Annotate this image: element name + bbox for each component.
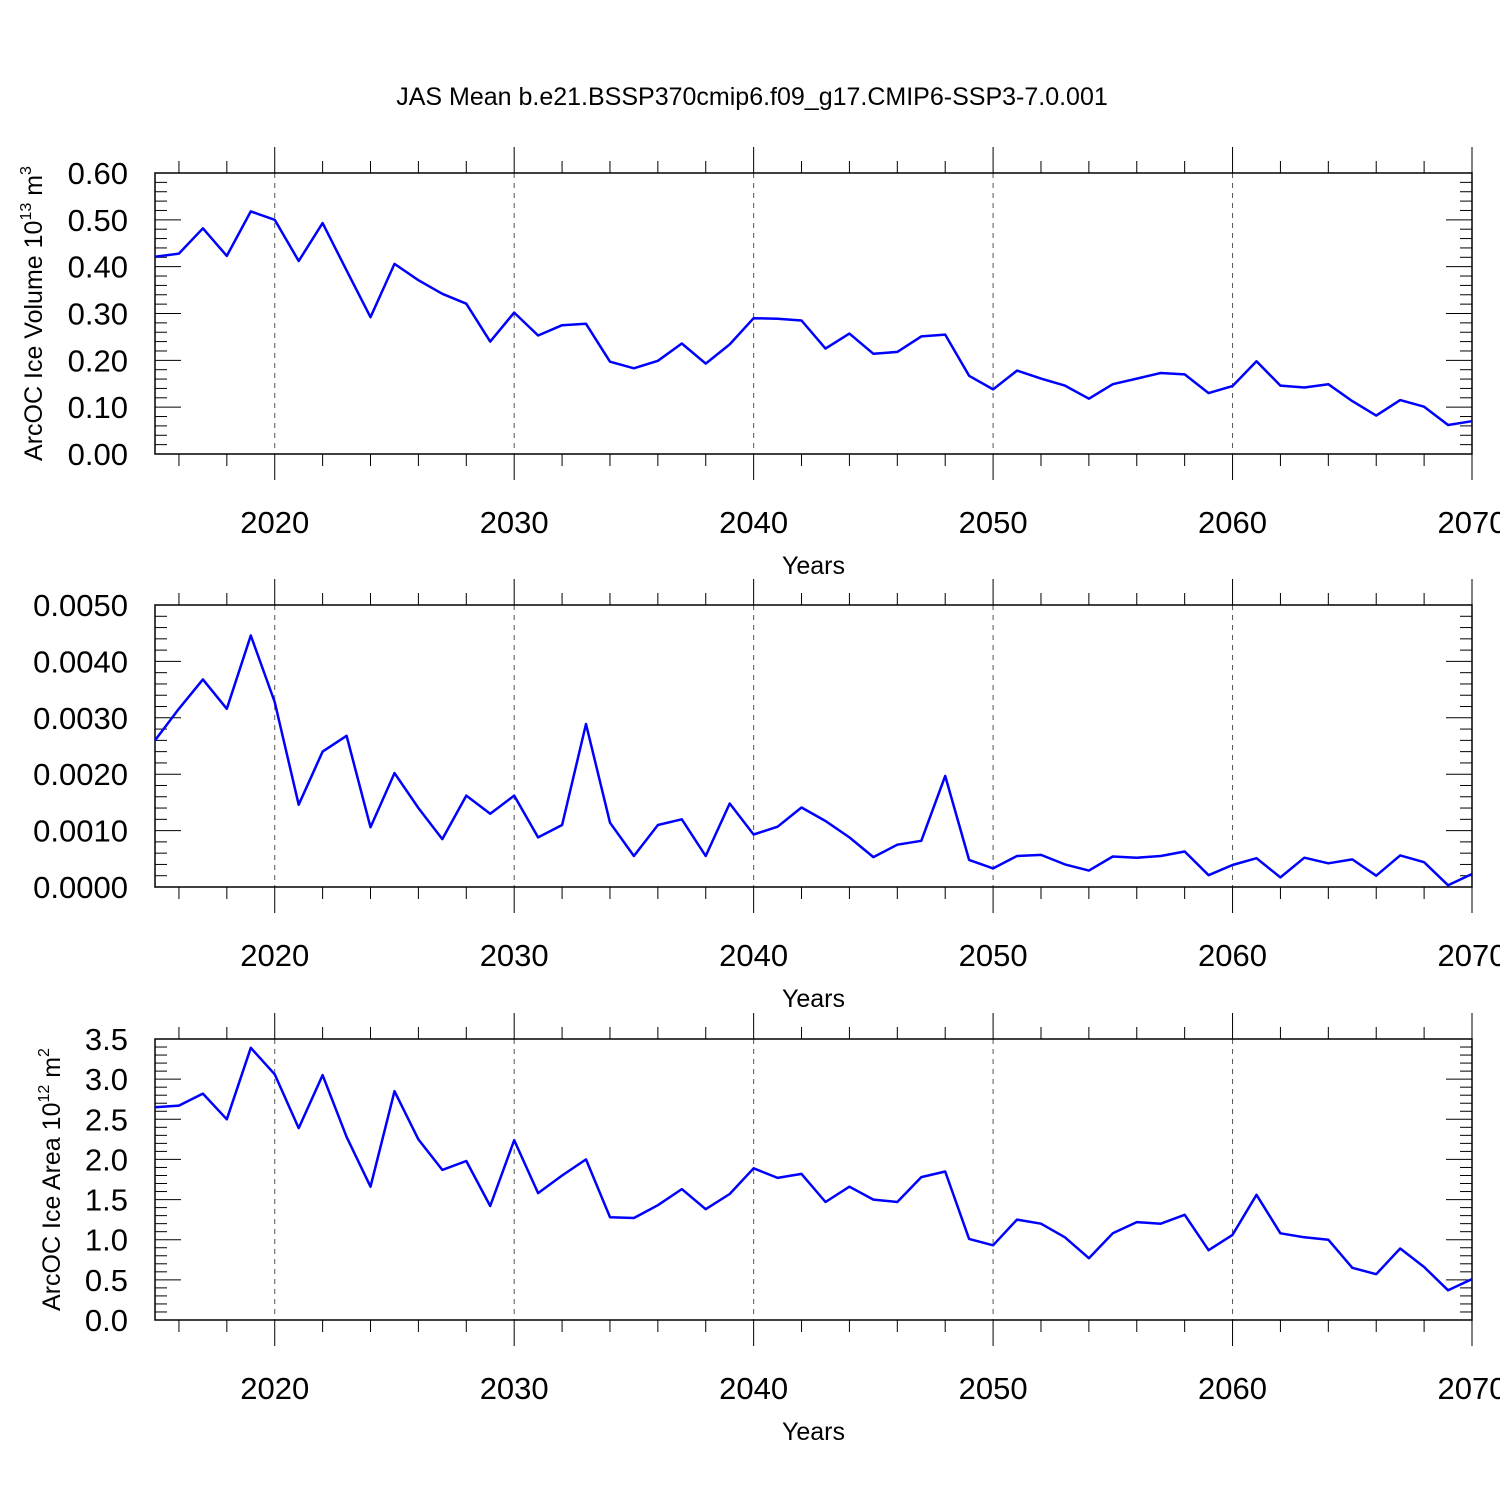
y-tick-label: 0.10 <box>68 390 128 425</box>
y-axis-label: ArcOC Ice Area 1012 m2 <box>36 1048 66 1311</box>
y-tick-label: 1.5 <box>85 1183 128 1218</box>
x-tick-label: 2020 <box>240 1371 309 1406</box>
y-tick-label: 1.0 <box>85 1223 128 1258</box>
x-tick-label: 2060 <box>1198 938 1267 973</box>
y-tick-label: 0.0020 <box>33 757 128 792</box>
y-tick-label: 0.5 <box>85 1263 128 1298</box>
x-tick-label: 2030 <box>480 1371 549 1406</box>
y-tick-label: 0.0030 <box>33 701 128 736</box>
x-tick-label: 2050 <box>959 1371 1028 1406</box>
x-tick-label: 2050 <box>959 938 1028 973</box>
y-axis-label: ArcOC Ice Volume 1013 m3 <box>18 166 48 461</box>
x-tick-label: 2070 <box>1438 505 1500 540</box>
series-line <box>154 634 1473 887</box>
panel-3: 2020 2030 2040 2050 2060 2070 Years 0.0 0.5 1.0 1.… <box>36 1013 1500 1446</box>
y-tick-label: 0.0040 <box>33 644 128 679</box>
series-line <box>154 210 1473 427</box>
x-tick-label: 2020 <box>240 505 309 540</box>
x-tick-label: 2070 <box>1438 1371 1500 1406</box>
y-tick-label: 0.0000 <box>33 870 128 905</box>
y-tick-label: 0.0010 <box>33 814 128 849</box>
x-axis-label: Years <box>782 985 845 1013</box>
x-tick-label: 2070 <box>1438 938 1500 973</box>
y-tick-label: 0.0 <box>85 1303 128 1338</box>
x-axis-label: Years <box>782 1418 845 1446</box>
x-axis-label: Years <box>782 552 845 580</box>
x-tick-label: 2060 <box>1198 1371 1267 1406</box>
y-tick-label: 0.40 <box>68 250 128 285</box>
y-tick-label: 0.0050 <box>33 588 128 623</box>
x-tick-label: 2030 <box>480 938 549 973</box>
x-tick-label: 2050 <box>959 505 1028 540</box>
x-tick-label: 2020 <box>240 938 309 973</box>
y-tick-label: 2.5 <box>85 1102 128 1137</box>
y-axis-label: ArcOC Snow Volume 1013 m3 <box>0 584 6 908</box>
x-tick-label: 2040 <box>719 1371 788 1406</box>
x-tick-label: 2030 <box>480 505 549 540</box>
x-tick-label: 2040 <box>719 505 788 540</box>
plot-frame <box>154 604 1473 888</box>
y-tick-label: 0.50 <box>68 203 128 238</box>
y-tick-label: 0.00 <box>68 437 128 472</box>
plot-frame <box>154 1038 1473 1321</box>
panel-1: 2020 2030 2040 2050 2060 2070 Years 0.00 0.10 0.2… <box>18 147 1500 580</box>
y-tick-label: 0.20 <box>68 343 128 378</box>
panel-2: 2020 2030 2040 2050 2060 2070 Years 0.0000 0.001… <box>0 579 1500 1013</box>
series-line <box>154 1046 1473 1292</box>
x-tick-label: 2040 <box>719 938 788 973</box>
x-tick-label: 2060 <box>1198 505 1267 540</box>
y-tick-label: 0.60 <box>68 156 128 191</box>
chart-title: JAS Mean b.e21.BSSP370cmip6.f09_g17.CMIP… <box>396 83 1108 111</box>
y-tick-label: 3.0 <box>85 1062 128 1097</box>
y-tick-label: 2.0 <box>85 1142 128 1177</box>
y-tick-label: 3.5 <box>85 1022 128 1057</box>
y-tick-label: 0.30 <box>68 297 128 332</box>
